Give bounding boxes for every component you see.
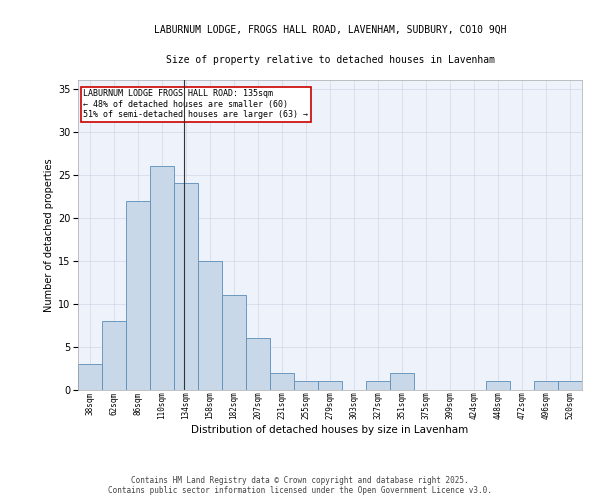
Bar: [390, 373, 414, 390]
X-axis label: Distribution of detached houses by size in Lavenham: Distribution of detached houses by size …: [191, 424, 469, 434]
Bar: [486, 382, 510, 390]
Bar: [198, 261, 222, 390]
Bar: [366, 382, 390, 390]
Text: Contains HM Land Registry data © Crown copyright and database right 2025.
Contai: Contains HM Land Registry data © Crown c…: [108, 476, 492, 495]
Bar: [246, 338, 270, 390]
Bar: [558, 382, 582, 390]
Bar: [78, 364, 102, 390]
Text: LABURNUM LODGE FROGS HALL ROAD: 135sqm
← 48% of detached houses are smaller (60): LABURNUM LODGE FROGS HALL ROAD: 135sqm ←…: [83, 90, 308, 119]
Bar: [534, 382, 558, 390]
Text: Size of property relative to detached houses in Lavenham: Size of property relative to detached ho…: [166, 55, 494, 65]
Bar: [126, 200, 150, 390]
Bar: [150, 166, 174, 390]
Y-axis label: Number of detached properties: Number of detached properties: [44, 158, 53, 312]
Bar: [318, 382, 342, 390]
Bar: [270, 373, 294, 390]
Bar: [294, 382, 318, 390]
Bar: [174, 184, 198, 390]
Text: LABURNUM LODGE, FROGS HALL ROAD, LAVENHAM, SUDBURY, CO10 9QH: LABURNUM LODGE, FROGS HALL ROAD, LAVENHA…: [154, 25, 506, 35]
Bar: [222, 296, 246, 390]
Bar: [102, 321, 126, 390]
